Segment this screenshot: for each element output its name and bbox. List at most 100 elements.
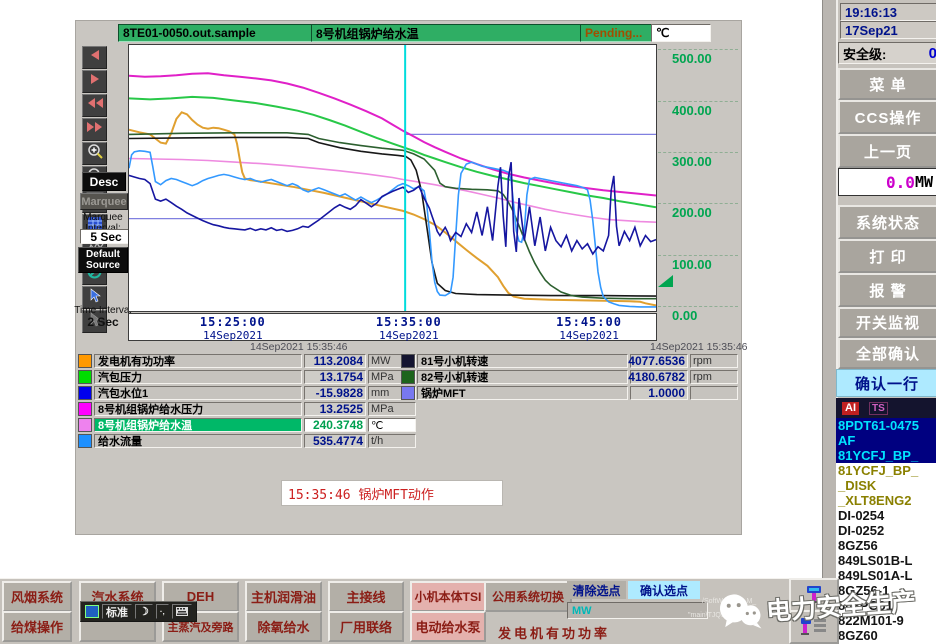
legend-point-name[interactable]: 82号小机转速 <box>417 370 628 384</box>
legend-point-unit: t/h <box>368 434 416 448</box>
point-desc-field[interactable]: 8号机组锅炉给水温 <box>311 24 586 42</box>
next-icon <box>87 72 103 91</box>
main-path-text: "main\TJQS15 MIP <box>688 612 748 619</box>
previous-page-button[interactable]: 上一页 <box>838 134 936 168</box>
next-button[interactable] <box>82 70 107 93</box>
date: 17Sep21 <box>840 21 936 39</box>
alarm-list-item[interactable]: AF <box>836 433 936 448</box>
alarm-list-item[interactable]: 849LS01A-L <box>838 568 913 583</box>
alarm-list-item[interactable]: _XLT8ENG2 <box>838 493 912 508</box>
marquee-button[interactable]: Marquee <box>80 193 128 210</box>
alarm-list-item[interactable]: 822M101-9 <box>838 613 904 628</box>
ccs-operate-button[interactable]: CCS操作 <box>838 100 936 134</box>
legend-row[interactable]: 给水流量 535.4774 t/h <box>78 434 416 448</box>
mw-field[interactable]: MW <box>567 602 708 619</box>
y-tick: 100.00 <box>658 254 738 272</box>
legend-point-name[interactable]: 给水流量 <box>94 434 302 448</box>
ime-fullhalf-icon[interactable]: ☽ <box>135 604 153 619</box>
panel-divider <box>822 0 837 644</box>
legend-point-name[interactable]: 发电机有功功率 <box>94 354 302 368</box>
legend-row[interactable]: 发电机有功功率 113.2084 MW <box>78 354 416 368</box>
nav-fan-flue-system[interactable]: 风烟系统 <box>2 581 72 612</box>
fast-prev-button[interactable] <box>82 94 107 117</box>
nav-plant-interconnect[interactable]: 厂用联络 <box>328 611 404 642</box>
app-list-icon[interactable] <box>789 610 839 644</box>
y-tick: 300.00 <box>658 151 738 169</box>
legend-point-unit: rpm <box>690 354 738 368</box>
confirm-selection-button[interactable]: 确认选点 <box>628 581 700 599</box>
point-tag-field[interactable]: 8TE01-0050.out.sample <box>118 24 316 42</box>
ime-lang-icon[interactable] <box>85 605 99 618</box>
alarm-button[interactable]: 报 警 <box>838 273 936 307</box>
x-tick-time: 15:35:00 <box>375 315 442 329</box>
legend-row[interactable]: 8号机组锅炉给水压力 13.2525 MPa <box>78 402 416 416</box>
alarm-list-item[interactable]: 8GZ60 <box>838 628 878 643</box>
marquee-interval-label: Marquee Interval: <box>83 212 123 234</box>
legend-point-name[interactable]: 锅炉MFT <box>417 386 628 400</box>
legend-row[interactable]: 锅炉MFT 1.0000 <box>401 386 738 400</box>
alarm-message: 15:35:46 锅炉MFT动作 <box>281 480 503 506</box>
legend-point-name[interactable]: 8号机组锅炉给水压力 <box>94 402 302 416</box>
app-window-icon[interactable] <box>789 578 839 612</box>
alarm-list-item[interactable]: DI-0254 <box>838 508 885 523</box>
series-drum-press <box>128 95 657 209</box>
legend-point-name[interactable]: 81号小机转速 <box>417 354 628 368</box>
alarm-list-item[interactable]: 849LS01B-L <box>838 553 913 568</box>
x-tick: 15:35:00 14Sep2021 <box>354 315 464 342</box>
ime-punct-icon[interactable]: ·‚ <box>155 604 169 619</box>
legend-point-value: 13.1754 <box>304 370 366 384</box>
alarm-list[interactable]: 8PDT61-0475 AF 81YCFJ_BP_ 81YCFJ_BP_ _DISK _X… <box>836 418 936 644</box>
alarm-list-item[interactable]: 8GZ56-1 <box>838 583 890 598</box>
ack-one-line-button[interactable]: 确认一行 <box>836 369 936 397</box>
ime-toolbar[interactable]: 标准 ☽ ·‚ <box>80 601 197 622</box>
cursor-alt-button[interactable] <box>82 310 107 333</box>
prev-button[interactable] <box>82 46 107 69</box>
alarm-list-item[interactable]: 8PDT61-0475 <box>836 418 936 433</box>
trend-plot[interactable] <box>128 44 657 312</box>
legend-row[interactable]: 82号小机转速 4180.6782 rpm <box>401 370 738 384</box>
cursor-button[interactable] <box>82 286 107 309</box>
alarm-list-item[interactable]: DI-0252 <box>838 523 885 538</box>
fast-next-button[interactable] <box>82 118 107 141</box>
alarm-list-item[interactable]: 8GZ56 <box>838 538 878 553</box>
menu-button[interactable]: 菜 单 <box>838 68 936 100</box>
nav-small-turbine-tsi[interactable]: 小机本体TSI <box>410 581 486 612</box>
legend-row[interactable]: 8号机组锅炉给水温 240.3748 ℃ <box>78 418 416 432</box>
nav-coal-feed[interactable]: 给煤操作 <box>2 611 72 642</box>
default-source-button[interactable]: Default Source <box>78 247 128 273</box>
legend-point-name[interactable]: 汽包水位1 <box>94 386 302 400</box>
zoom-in-button[interactable] <box>82 142 107 165</box>
x-axis: 15:25:00 14Sep2021 15:35:00 14Sep2021 15:45:… <box>128 313 657 342</box>
nav-electric-feed-pump[interactable]: 电动给水泵 <box>410 611 486 642</box>
clear-selection-button[interactable]: 清除选点 <box>567 581 626 599</box>
gen-power-label: 发电机有功功率 <box>498 626 611 641</box>
marquee-interval-value[interactable]: 5 Sec <box>80 229 132 244</box>
nav-common-system-switch[interactable]: 公用系统切换 <box>484 581 572 612</box>
alarm-list-item[interactable]: 81YCFJ_BP_ <box>838 463 919 478</box>
legend-point-unit: MPa <box>368 402 416 416</box>
alarm-list-item[interactable]: 81YCFJ_BP_ <box>836 448 936 463</box>
legend-row[interactable]: 81号小机转速 4077.6536 rpm <box>401 354 738 368</box>
legend-row[interactable]: 汽包水位1 -15.9828 mm <box>78 386 416 400</box>
switch-monitor-button[interactable]: 开关监视 <box>838 307 936 338</box>
ime-keyboard-icon[interactable] <box>171 604 192 619</box>
legend-point-name[interactable]: 8号机组锅炉给水温 <box>94 418 302 432</box>
y-gridline <box>658 151 738 153</box>
print-button[interactable]: 打 印 <box>838 239 936 273</box>
alarm-list-item[interactable]: 803PG01 <box>838 598 893 613</box>
ack-all-button[interactable]: 全部确认 <box>838 338 936 369</box>
nav-main-wiring[interactable]: 主接线 <box>328 581 404 612</box>
system-status-button[interactable]: 系统状态 <box>838 205 936 239</box>
y-tick: 400.00 <box>658 100 738 118</box>
legend-row[interactable]: 汽包压力 13.1754 MPa <box>78 370 416 384</box>
nav-turbine-lube-oil[interactable]: 主机润滑油 <box>245 581 322 612</box>
ime-mode-label[interactable]: 标准 <box>102 604 132 619</box>
legend-point-value: 4180.6782 <box>628 370 688 384</box>
unit-field[interactable]: ℃ <box>651 24 711 42</box>
nav-deaerator-feedwater[interactable]: 除氧给水 <box>245 611 322 642</box>
legend-point-name[interactable]: 汽包压力 <box>94 370 302 384</box>
y-gridline <box>658 100 738 102</box>
alarm-list-item[interactable]: _DISK <box>838 478 877 493</box>
axis-marker[interactable] <box>658 275 673 288</box>
desc-button[interactable]: Desc <box>82 172 126 191</box>
